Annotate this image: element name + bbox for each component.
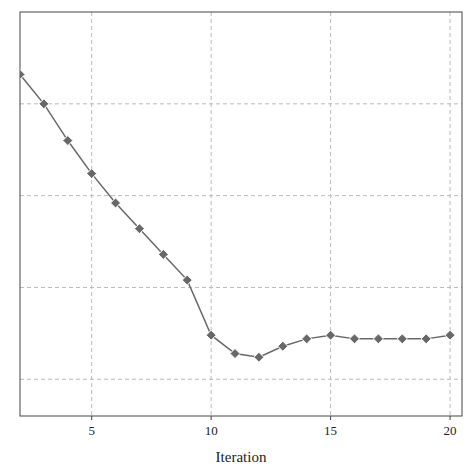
marker bbox=[397, 334, 407, 344]
marker bbox=[278, 341, 288, 351]
x-axis: 5 10 15 20 bbox=[88, 416, 456, 438]
x-axis-label: Iteration bbox=[216, 449, 267, 465]
x-tick bbox=[330, 416, 331, 420]
marker bbox=[63, 136, 73, 146]
marker bbox=[87, 169, 97, 179]
x-grid-line bbox=[91, 12, 92, 416]
x-tick-label: 20 bbox=[444, 423, 457, 438]
x-tick-label: 5 bbox=[88, 423, 95, 438]
marker bbox=[445, 330, 455, 340]
marker bbox=[158, 249, 168, 259]
marker bbox=[326, 330, 336, 340]
x-grid-line bbox=[450, 12, 451, 416]
chart-container: 5 10 15 20 Iteration bbox=[0, 0, 474, 474]
line bbox=[20, 74, 450, 357]
marker bbox=[39, 99, 49, 109]
marker bbox=[206, 330, 216, 340]
marker bbox=[302, 334, 312, 344]
marker bbox=[134, 224, 144, 234]
marker bbox=[349, 334, 359, 344]
plot-area bbox=[20, 69, 455, 362]
x-tick-label: 10 bbox=[205, 423, 218, 438]
plot-frame bbox=[20, 12, 462, 416]
x-tick bbox=[211, 416, 212, 420]
chart: 5 10 15 20 Iteration bbox=[0, 0, 474, 474]
x-tick-label: 15 bbox=[324, 423, 337, 438]
marker bbox=[230, 349, 240, 359]
y-grid-line bbox=[20, 195, 462, 196]
marker bbox=[182, 275, 192, 285]
grid bbox=[20, 12, 462, 416]
marker bbox=[20, 69, 25, 79]
y-grid-line bbox=[20, 103, 462, 104]
marker bbox=[421, 334, 431, 344]
marker bbox=[254, 352, 264, 362]
marker bbox=[111, 198, 121, 208]
y-grid-line bbox=[20, 379, 462, 380]
x-tick bbox=[91, 416, 92, 420]
marker bbox=[373, 334, 383, 344]
x-grid-line bbox=[330, 12, 331, 416]
y-grid-line bbox=[20, 287, 462, 288]
x-grid-line bbox=[211, 12, 212, 416]
x-tick bbox=[450, 416, 451, 420]
